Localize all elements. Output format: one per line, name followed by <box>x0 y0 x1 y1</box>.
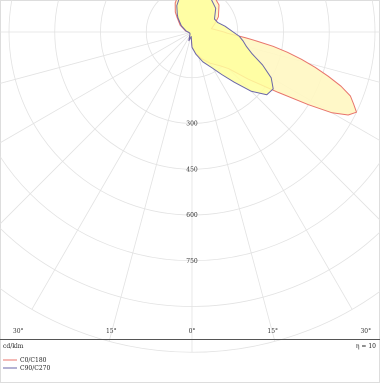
grid-spoke <box>0 31 193 84</box>
grid-spoke <box>31 31 193 310</box>
angle-label-neg15: 15° <box>106 328 117 335</box>
legend-label-c90-c270: C90/C270 <box>20 365 50 372</box>
radial-label-450: 450 <box>186 166 198 173</box>
eta-label: η = 10 <box>356 343 376 350</box>
angle-labels: 30° 15° 0° 15° 30° <box>13 328 371 335</box>
radial-label-750: 750 <box>186 258 198 265</box>
radial-label-600: 600 <box>186 212 198 219</box>
legend-label-c0-c180: C0/C180 <box>20 357 47 364</box>
grid-spoke <box>0 31 193 225</box>
grid-spoke <box>191 31 353 310</box>
radial-label-300: 300 <box>186 121 198 128</box>
angle-label-neg30: 30° <box>13 328 24 335</box>
grid-spoke <box>191 31 276 342</box>
angle-label-30: 30° <box>360 328 371 335</box>
grid-spoke <box>108 31 193 342</box>
curve-c90-c270 <box>176 0 274 96</box>
grid-spoke <box>0 31 193 144</box>
legend: C0/C180 C90/C270 <box>3 357 50 372</box>
angle-label-0: 0° <box>189 328 196 335</box>
angle-label-15: 15° <box>267 328 278 335</box>
unit-label: cd/klm <box>3 343 24 350</box>
curves-layer <box>174 0 357 116</box>
radial-tick-labels: 300 450 600 750 <box>186 121 198 265</box>
